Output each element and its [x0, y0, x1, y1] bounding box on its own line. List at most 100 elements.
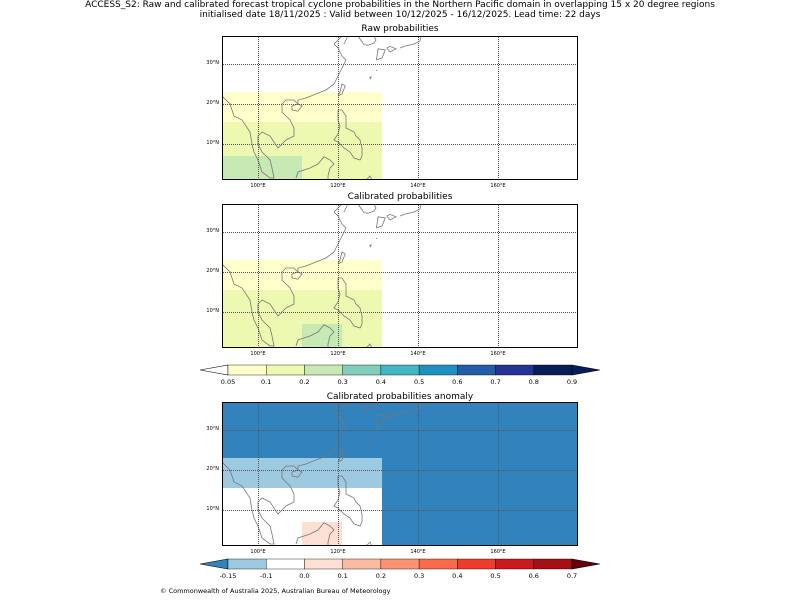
longitude-tick-label: 140°E: [410, 351, 426, 357]
colorbar-tick-label: 0.3: [413, 572, 425, 580]
colorbar-tick-label: 0.6: [528, 572, 539, 580]
longitude-gridline: [418, 204, 419, 348]
colorbar-bin: [418, 364, 458, 376]
colorbar-bin: [227, 364, 267, 376]
colorbar-bin: [304, 364, 343, 376]
map-probability-anomaly: [222, 402, 578, 546]
colorbar-tick-label: -0.1: [259, 572, 273, 580]
coastline: [399, 402, 422, 415]
colorbar-tick-label: 0.9: [566, 378, 578, 386]
latitude-tick-label: 30°N: [206, 426, 219, 432]
coastline: [365, 175, 373, 180]
coastline: [291, 103, 303, 112]
colorbar-tick-label: 0.4: [375, 378, 387, 386]
latitude-gridline: [222, 232, 578, 233]
colorbar-tick-label: 0.1: [261, 378, 272, 386]
colorbar-under-extension: [200, 364, 229, 376]
colorbar-tick-label: 0.8: [528, 378, 539, 386]
coastline: [343, 204, 349, 213]
panel-title-anomaly: Calibrated probabilities anomaly: [326, 392, 474, 402]
colorbar-bin: [304, 558, 343, 570]
latitude-tick-label: 10°N: [206, 308, 219, 314]
coastline: [365, 541, 373, 546]
longitude-tick-label: 100°E: [250, 549, 266, 555]
coastline: [386, 45, 397, 53]
map-calibrated-probabilities: [222, 204, 578, 348]
latitude-tick-label: 20°N: [206, 466, 219, 472]
panel-title-raw: Raw probabilities: [361, 24, 439, 34]
longitude-tick-label: 100°E: [250, 183, 266, 189]
colorbar-bin: [342, 364, 382, 376]
colorbar-tick-label: 0.6: [452, 378, 463, 386]
coastline: [368, 75, 372, 80]
probability-region-cell: [302, 324, 342, 348]
coastline: [337, 251, 346, 265]
coastline: [291, 271, 303, 280]
colorbar-bin: [266, 364, 305, 376]
colorbar-bin: [380, 558, 420, 570]
probability-region-cell: [302, 522, 342, 546]
coastline: [399, 36, 422, 49]
colorbar-tick-label: 0.1: [337, 572, 348, 580]
anomaly-colorbar: [200, 558, 600, 570]
coastline: [375, 69, 378, 72]
colorbar-bin: [533, 558, 573, 570]
latitude-tick-label: 20°N: [206, 268, 219, 274]
colorbar-tick-label: 0.7: [566, 572, 578, 580]
longitude-gridline: [498, 204, 499, 348]
coastline: [357, 204, 377, 214]
longitude-gridline: [338, 204, 339, 348]
longitude-tick-label: 120°E: [330, 351, 346, 357]
map-frame-raw: [222, 36, 578, 180]
longitude-gridline: [418, 36, 419, 180]
latitude-gridline: [222, 470, 578, 471]
coastline: [343, 36, 349, 45]
coastline: [337, 83, 346, 97]
longitude-gridline: [258, 204, 259, 348]
probability-region-cell: [222, 156, 302, 180]
colorbar-tick-label: 0.2: [299, 378, 310, 386]
map-frame-anomaly: [222, 402, 578, 546]
longitude-gridline: [258, 36, 259, 180]
longitude-tick-label: 120°E: [330, 549, 346, 555]
coastline: [295, 522, 335, 546]
latitude-tick-label: 10°N: [206, 506, 219, 512]
coastline: [295, 324, 335, 348]
colorbar-bin: [457, 364, 496, 376]
colorbar-over-extension: [571, 558, 600, 570]
longitude-tick-label: 120°E: [330, 183, 346, 189]
colorbar-under-extension: [200, 558, 229, 570]
coastline: [368, 441, 372, 446]
colorbar-tick-label: 0.3: [337, 378, 348, 386]
colorbar-bin: [266, 558, 305, 570]
colorbar-over-extension: [571, 364, 600, 376]
latitude-tick-label: 30°N: [206, 60, 219, 66]
colorbar-bin: [418, 558, 458, 570]
panel-title-calibrated: Calibrated probabilities: [347, 192, 453, 202]
colorbar-bin: [457, 558, 496, 570]
latitude-gridline: [222, 104, 578, 105]
colorbar-tick-label: 0.05: [220, 378, 236, 386]
coastline: [386, 411, 397, 419]
copyright-footer: © Commonwealth of Australia 2025, Austra…: [160, 587, 391, 595]
longitude-gridline: [498, 402, 499, 546]
colorbar-bin: [380, 364, 420, 376]
longitude-tick-label: 160°E: [490, 351, 506, 357]
colorbar-tick-label: 0.7: [490, 378, 501, 386]
coastline: [291, 469, 303, 478]
coastline: [368, 243, 372, 248]
latitude-tick-label: 20°N: [206, 100, 219, 106]
coastline: [343, 402, 349, 411]
colorbar-tick-label: 0.2: [375, 572, 387, 580]
longitude-tick-label: 100°E: [250, 351, 266, 357]
coastline: [399, 204, 422, 217]
coastline: [357, 36, 377, 46]
latitude-tick-label: 10°N: [206, 140, 219, 146]
coastline: [386, 213, 397, 221]
latitude-tick-label: 30°N: [206, 228, 219, 234]
map-raw-probabilities: [222, 36, 578, 180]
colorbar-tick-label: 0.5: [413, 378, 425, 386]
longitude-gridline: [498, 36, 499, 180]
coastline: [375, 435, 378, 438]
colorbar-tick-label: 0.4: [452, 572, 463, 580]
